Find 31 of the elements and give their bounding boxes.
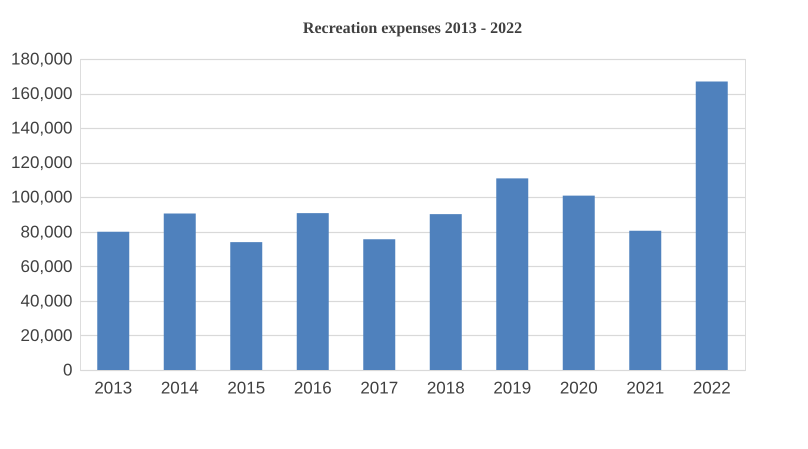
x-tick-label: 2017 [360,378,398,398]
bar [562,196,595,370]
x-tick-label: 2015 [227,378,266,398]
bar [430,214,462,370]
y-tick-label: 120,000 [11,153,72,172]
x-tick-label: 2018 [426,378,465,398]
y-tick-label: 60,000 [20,256,72,276]
y-tick-label: 140,000 [11,118,72,138]
bar [696,81,728,370]
bar [496,178,528,370]
x-tick-label: 2021 [626,378,664,398]
bar [230,242,262,370]
x-tick-label: 2016 [294,378,332,398]
y-tick-label: 80,000 [20,222,72,242]
x-tick-label: 2020 [560,378,598,398]
y-tick-label: 180,000 [11,50,72,68]
bar [363,239,396,370]
bar [164,213,196,370]
bar [296,213,329,370]
bar [629,230,662,370]
y-tick-label: 0 [63,360,72,380]
chart-title: Recreation expenses 2013 - 2022 [302,20,522,37]
y-tick-label: 100,000 [11,188,72,207]
x-tick-label: 2013 [94,378,132,398]
x-tick-label: 2014 [160,378,199,398]
x-tick-label: 2019 [493,378,532,398]
bar [97,232,130,370]
y-tick-label: 160,000 [11,84,72,104]
x-tick-label: 2022 [692,378,731,398]
y-tick-label: 20,000 [20,326,72,345]
y-tick-label: 40,000 [20,291,72,310]
